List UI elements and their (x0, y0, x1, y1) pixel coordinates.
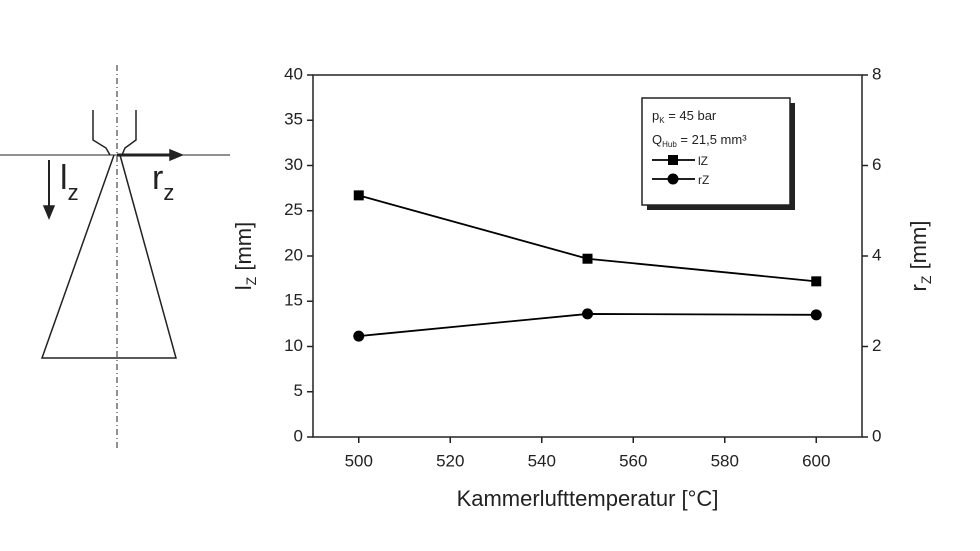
marker (582, 253, 593, 264)
arrow-head (42, 205, 56, 220)
marker (582, 308, 593, 320)
y2-tick-label: 6 (872, 155, 881, 174)
y-tick-label: 15 (284, 291, 303, 310)
marker (811, 276, 822, 287)
y-tick-label: 10 (284, 336, 303, 355)
y-tick-label: 40 (284, 64, 303, 83)
annotation-part: Q (652, 132, 662, 147)
arrow-head (169, 148, 184, 162)
y2-tick-label: 0 (872, 426, 881, 445)
label-part: r (906, 284, 931, 291)
annotation-part: p (652, 108, 659, 123)
marker (353, 330, 365, 342)
y2-tick-label: 4 (872, 245, 881, 264)
y-axis-label: lZ [mm] (231, 222, 259, 290)
label-part: Z (918, 275, 934, 284)
x-tick-label: 560 (619, 451, 647, 470)
x-axis-label: Kammerlufttemperatur [°C] (457, 486, 719, 511)
annotation-part: Hub (662, 140, 677, 149)
x-tick-label: 520 (436, 451, 464, 470)
chart: 500 520 540 560 580 600 0 5 10 15 20 25 30 35 40 0 2 4 6 8 K… (231, 64, 934, 510)
x-tick-label: 500 (345, 451, 373, 470)
radial-label: rz (152, 159, 174, 205)
legend-label: lZ (698, 154, 708, 168)
nozzle (92, 110, 137, 156)
legend-marker (667, 173, 679, 185)
y-tick-label: 35 (284, 110, 303, 129)
legend-label: rZ (698, 173, 709, 187)
axial-label: lz (60, 159, 79, 205)
label-part: [mm] (231, 222, 256, 277)
label-sub: z (68, 180, 79, 205)
label-part: Z (243, 276, 259, 285)
label-main: r (152, 159, 163, 197)
y2-tick-label: 8 (872, 64, 881, 83)
y-tick-label: 25 (284, 200, 303, 219)
y-tick-label: 0 (294, 426, 303, 445)
y2-tick-label: 2 (872, 336, 881, 355)
x-tick-label: 600 (802, 451, 830, 470)
y-tick-label: 20 (284, 245, 303, 264)
label-part: l (231, 285, 256, 290)
x-tick-label: 580 (711, 451, 739, 470)
legend-box (641, 97, 791, 206)
legend-marker (668, 155, 678, 165)
marker (810, 309, 822, 321)
annotation-part: = 21,5 mm³ (677, 132, 747, 147)
y-tick-label: 5 (294, 381, 303, 400)
annotation-part: = 45 bar (665, 108, 717, 123)
annotation: QHub = 21,5 mm³ (652, 132, 747, 149)
y-tick-label: 30 (284, 155, 303, 174)
label-main: l (60, 159, 68, 197)
marker (353, 190, 364, 201)
label-sub: z (163, 180, 174, 205)
label-part: [mm] (906, 221, 931, 276)
y2-axis-label: rZ [mm] (906, 221, 934, 292)
annotation-part: K (659, 116, 665, 125)
annotation: pK = 45 bar (652, 108, 717, 125)
spray-cone (40, 154, 177, 359)
nozzle-diagram (0, 65, 230, 448)
x-tick-label: 540 (528, 451, 556, 470)
